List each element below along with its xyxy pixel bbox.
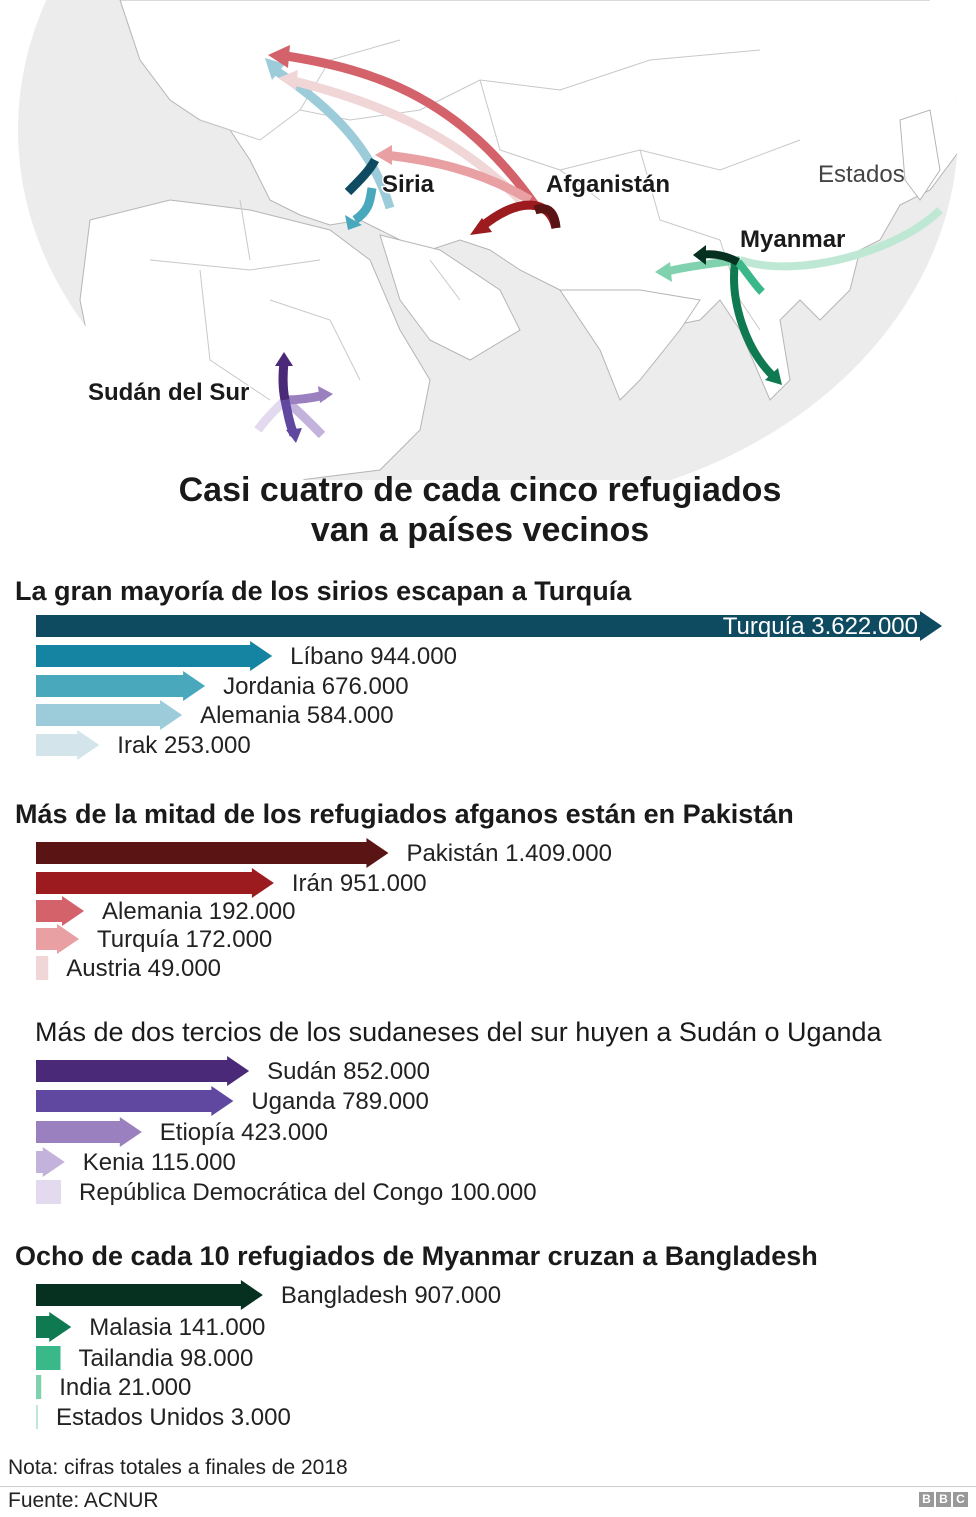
bar-label-3-2: Tailandia 98.000 [79,1345,254,1372]
bbc-logo-letter-2: B [936,1492,951,1507]
section-title-afghanistan: Más de la mitad de los refugiados afgano… [15,799,794,829]
bar-2-1 [36,1086,234,1116]
bar-0-4 [36,730,100,760]
bar-1-3 [36,924,80,954]
bar-0-2 [36,671,206,701]
bbc-logo-letter-3: C [953,1492,968,1507]
section-title-south-sudan: Más de dos tercios de los sudaneses del … [35,1017,882,1047]
bar-0-3 [36,700,183,730]
bar-label-1-2: Alemania 192.000 [102,898,295,925]
bar-2-3 [36,1147,65,1177]
bar-3-0 [36,1280,263,1310]
bar-label-3-3: India 21.000 [59,1374,191,1401]
bar-label-0-0: Turquía 3.622.000 [723,613,918,640]
bar-1-0 [36,838,389,868]
bar-label-0-3: Alemania 584.000 [200,702,393,729]
source: Fuente: ACNUR [8,1489,159,1512]
bar-label-2-4: República Democrática del Congo 100.000 [79,1179,537,1206]
section-title-myanmar: Ocho de cada 10 refugiados de Myanmar cr… [15,1241,818,1271]
bar-label-2-1: Uganda 789.000 [251,1088,429,1115]
note: Nota: cifras totales a finales de 2018 [8,1456,348,1479]
map-label-myanmar: Myanmar [740,226,845,253]
bar-label-1-0: Pakistán 1.409.000 [406,840,612,867]
bar-2-0 [36,1056,250,1086]
bar-1-4 [36,956,49,980]
bar-0-1 [36,641,273,671]
bar-2-4 [36,1180,62,1204]
bbc-logo: B B C [919,1492,968,1507]
main-title-line-1: Casi cuatro de cada cinco refugiados [178,471,782,509]
land-india [559,289,701,401]
divider [0,1486,976,1487]
bar-label-0-4: Irak 253.000 [117,732,250,759]
bbc-logo-letter-1: B [919,1492,934,1507]
bar-2-2 [36,1117,142,1147]
bar-1-2 [36,896,85,926]
bar-label-1-3: Turquía 172.000 [97,926,272,953]
bar-label-3-0: Bangladesh 907.000 [281,1282,501,1309]
bar-1-1 [36,868,274,898]
world-map: Siria Afganistán Myanmar Sudán del Sur E… [18,0,958,480]
bar-label-3-4: Estados Unidos 3.000 [56,1404,291,1431]
bar-label-1-4: Austria 49.000 [66,955,221,982]
main-title-line-2: van a países vecinos [310,511,650,549]
land-arabia [379,234,521,361]
bar-3-1 [36,1312,72,1342]
map-label-south-sudan: Sudán del Sur [88,379,249,406]
bar-0-0 [36,611,942,641]
section-title-syria: La gran mayoría de los sirios escapan a … [15,576,632,606]
map-label-syria: Siria [382,171,435,198]
map-label-usa: Estados [818,161,905,188]
bar-charts: Turquía 3.622.000 Líbano 944.000 Jordania … [36,611,942,1431]
land-japan [899,109,941,201]
bar-3-3 [36,1375,42,1399]
bar-3-4 [36,1405,38,1429]
bar-label-2-3: Kenia 115.000 [83,1149,236,1176]
bar-label-2-2: Etiopía 423.000 [160,1119,328,1146]
bar-label-3-1: Malasia 141.000 [89,1314,265,1341]
bar-label-0-1: Líbano 944.000 [290,643,457,670]
bar-label-2-0: Sudán 852.000 [267,1058,430,1085]
bar-label-1-1: Irán 951.000 [292,870,427,897]
bar-label-0-2: Jordania 676.000 [223,673,408,700]
map-label-afghanistan: Afganistán [546,171,670,198]
bar-3-2 [36,1346,61,1370]
